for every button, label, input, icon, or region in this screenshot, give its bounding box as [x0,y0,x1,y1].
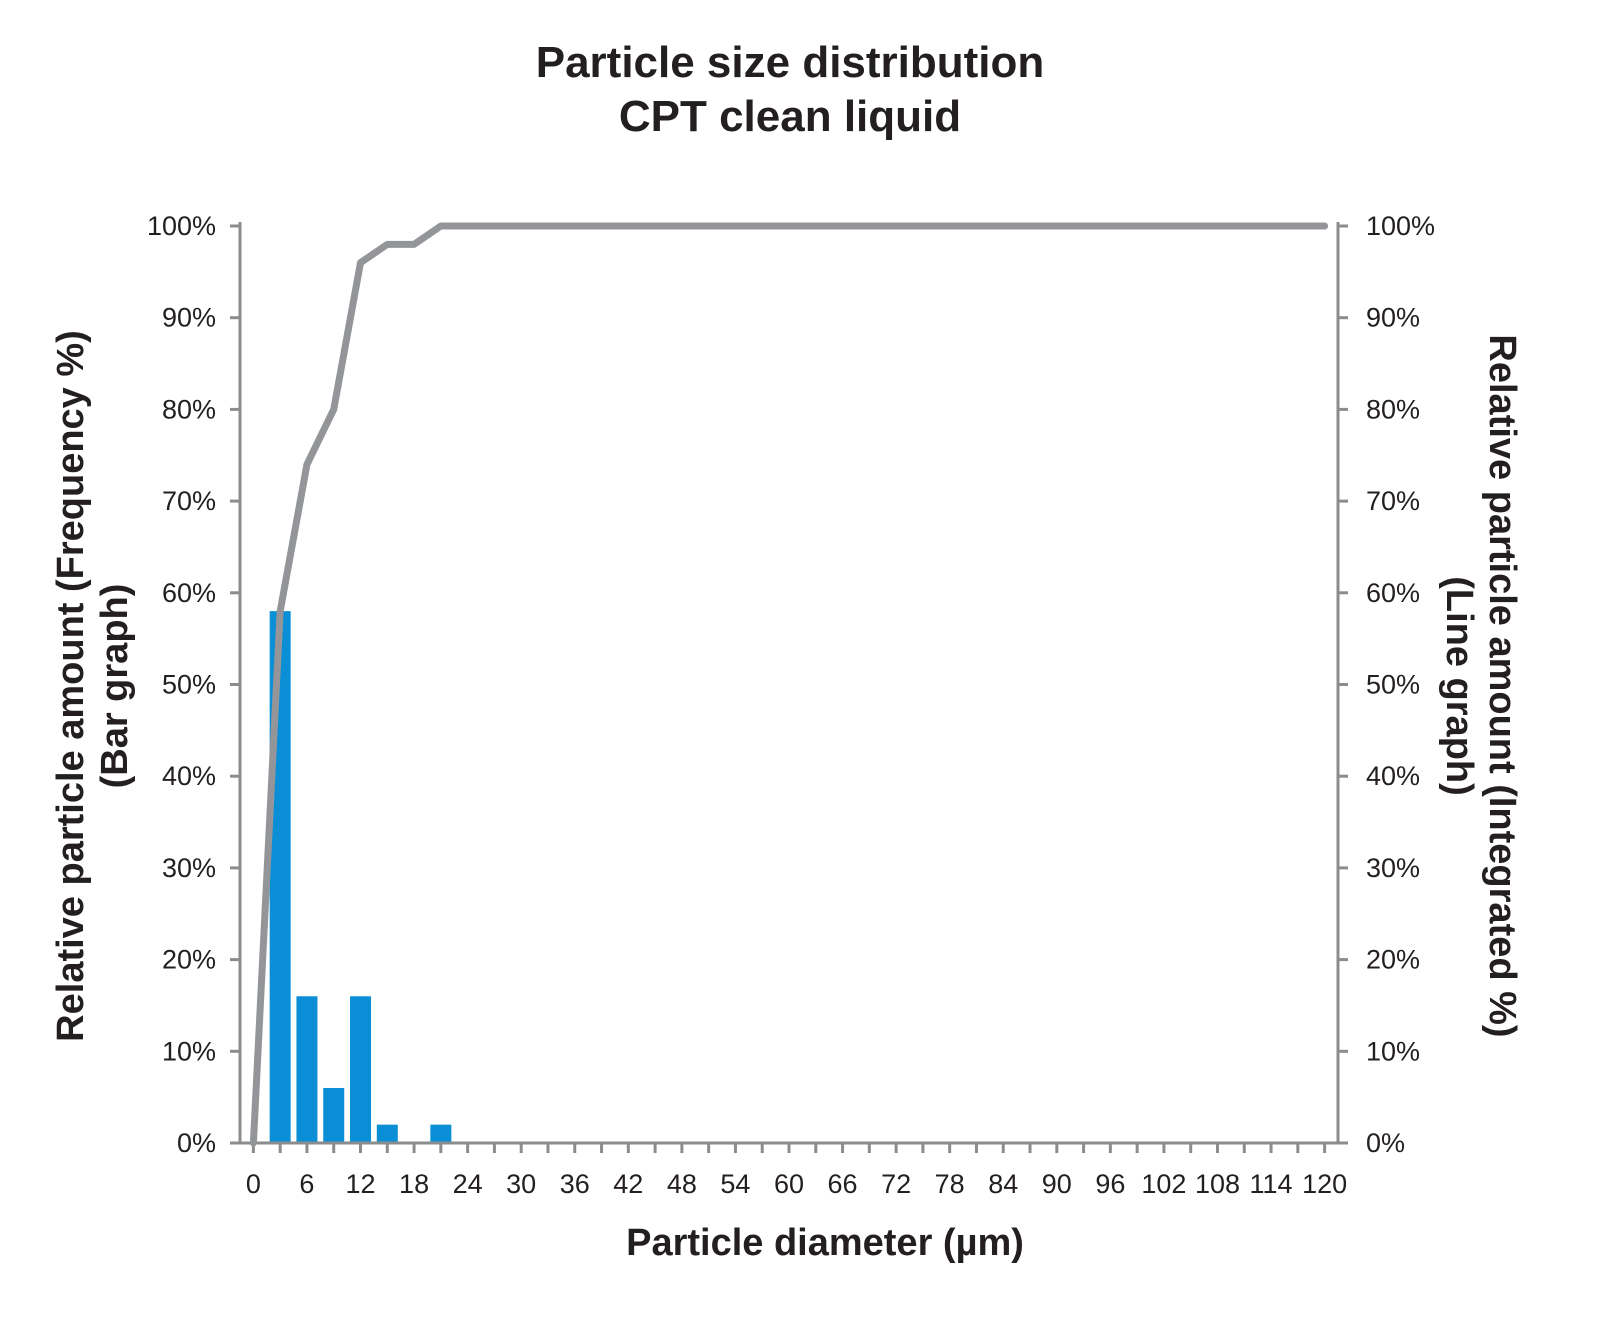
x-tick-label: 84 [988,1169,1018,1199]
y-tick-label-right: 40% [1366,761,1420,791]
y-tick-label-left: 40% [162,761,216,791]
y-tick-label-right: 100% [1366,211,1435,241]
bar [376,1124,398,1143]
x-tick-label: 24 [453,1169,483,1199]
y-tick-label-right: 10% [1366,1036,1420,1066]
y-tick-label-right: 60% [1366,578,1420,608]
y-tick-label-right: 80% [1366,394,1420,424]
y-tick-label-left: 50% [162,670,216,700]
y-tick-label-left: 70% [162,486,216,516]
x-tick-label: 78 [935,1169,965,1199]
integrated-line [249,222,1329,1147]
y-tick-label-left: 30% [162,853,216,883]
x-tick-label: 6 [299,1169,314,1199]
bar [323,1087,345,1143]
y-tick-label-right: 30% [1366,853,1420,883]
x-tick-label: 30 [506,1169,536,1199]
x-tick-label: 0 [246,1169,261,1199]
y-tick-label-right: 50% [1366,670,1420,700]
right-y-tick-labels: 0% 10% 20% 30% 40% 50% 60% 70% 80% 90% 100% [1366,211,1435,1158]
x-tick-label: 42 [613,1169,643,1199]
bar [296,996,318,1143]
bar [430,1124,452,1143]
y-tick-label-left: 80% [162,394,216,424]
y-tick-label-left: 100% [147,211,216,241]
x-tick-label: 54 [720,1169,750,1199]
x-tick-label: 102 [1141,1169,1186,1199]
y-tick-label-left: 20% [162,945,216,975]
axes [230,222,1348,1153]
x-tick-label: 114 [1250,1169,1293,1199]
x-tick-label: 36 [560,1169,590,1199]
left-y-axis-title: Relative particle amount (Frequency %) [50,330,92,1042]
x-tick-label: 72 [881,1169,911,1199]
bar [350,996,372,1143]
x-tick-label: 120 [1302,1169,1347,1199]
y-tick-label-left: 10% [162,1036,216,1066]
bar-series [269,611,452,1143]
right-y-axis-note: (Line graph) [1438,576,1480,796]
y-tick-label-left: 60% [162,578,216,608]
x-tick-label: 60 [774,1169,804,1199]
chart-title: Particle size distribution [536,38,1045,87]
left-y-tick-labels: 0% 10% 20% 30% 40% 50% 60% 70% 80% 90% 100% [147,211,216,1158]
x-tick-label: 90 [1042,1169,1072,1199]
y-tick-label-right: 0% [1366,1128,1405,1158]
x-tick-label: 96 [1095,1169,1125,1199]
y-tick-label-right: 90% [1366,303,1420,333]
y-tick-label-right: 70% [1366,486,1420,516]
x-tick-label: 108 [1195,1169,1240,1199]
right-y-axis-title: Relative particle amount (Integrated %) [1481,334,1523,1037]
x-axis-title: Particle diameter (µm) [626,1222,1024,1264]
left-y-axis-note: (Bar graph) [94,584,136,789]
y-tick-label-right: 20% [1366,945,1420,975]
y-tick-label-left: 90% [162,303,216,333]
x-tick-label: 12 [345,1169,375,1199]
chart-subtitle: CPT clean liquid [619,92,961,141]
x-tick-label: 48 [667,1169,697,1199]
y-tick-label-left: 0% [177,1128,216,1158]
x-tick-label: 66 [828,1169,858,1199]
x-tick-labels: 0 6 12 18 24 30 36 42 48 54 60 66 72 78 84 90 96 102 108 11… [246,1169,1347,1199]
x-tick-label: 18 [399,1169,429,1199]
